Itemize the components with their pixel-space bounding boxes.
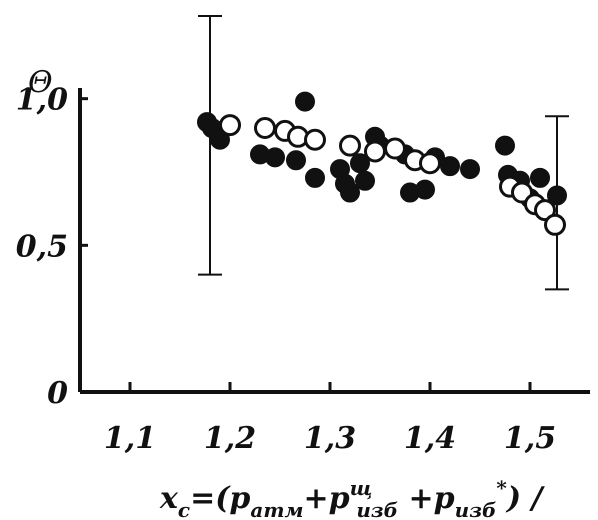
y-tick-label: 0 [47, 376, 68, 411]
tick-marks [80, 97, 532, 394]
data-point-filled [547, 185, 567, 206]
data-point-filled [286, 150, 306, 171]
data-point-filled [355, 170, 375, 191]
data-point-filled [305, 167, 325, 188]
x-tick-label: 1,2 [204, 421, 256, 456]
x-axis-label: xс=(pатм+pщ изб +pизб*) / [159, 476, 546, 520]
y-tick-label: 0,5 [16, 229, 68, 264]
data-point-filled [295, 91, 315, 112]
data-point-open [254, 117, 276, 139]
data-point-filled [495, 135, 515, 156]
data-point-open [419, 152, 441, 175]
x-tick-label: 1,3 [304, 421, 356, 456]
y-tick-label: 1,0 [16, 83, 68, 118]
data-points [197, 91, 567, 236]
data-point-filled [265, 147, 285, 168]
data-point-filled [340, 182, 360, 203]
data-point-open [219, 114, 241, 137]
data-point-open [339, 134, 361, 157]
data-point-open [534, 199, 556, 222]
data-point-open [544, 213, 566, 236]
data-point-open [304, 128, 326, 151]
data-point-open [364, 140, 386, 163]
y-axis-label: Θ [28, 65, 53, 100]
x-tick-label: 1,5 [504, 421, 556, 456]
x-tick-label: 1,1 [104, 421, 156, 456]
data-point-filled [440, 156, 460, 177]
data-point-filled [415, 179, 435, 200]
axes [78, 88, 590, 394]
data-point-filled [530, 167, 550, 188]
x-tick-label: 1,4 [404, 421, 456, 456]
data-point-filled [460, 159, 480, 180]
data-point-filled [210, 129, 230, 150]
data-point-open [384, 137, 406, 160]
tick-labels: 1,1 1,2 1,3 1,4 1,5 0 0,5 1,0 [16, 83, 556, 456]
